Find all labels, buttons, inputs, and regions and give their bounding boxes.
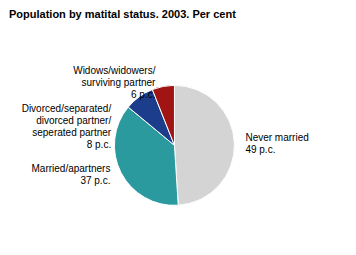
svg-text:37 p.c.: 37 p.c. [80, 175, 110, 186]
svg-text:49 p.c.: 49 p.c. [245, 144, 275, 155]
svg-text:6 p.c.: 6 p.c. [131, 89, 155, 100]
svg-text:Widows/widowers/: Widows/widowers/ [73, 65, 155, 76]
svg-text:Divorced/separated/: Divorced/separated/ [22, 103, 112, 114]
svg-text:Married/apartners: Married/apartners [31, 163, 110, 174]
svg-text:Population by matital status.: Population by matital status. 2003. Per … [9, 8, 236, 20]
svg-text:8 p.c.: 8 p.c. [87, 139, 111, 150]
svg-text:surviving partner: surviving partner [82, 77, 157, 88]
svg-text:Never married: Never married [245, 132, 308, 143]
svg-text:divorced partner/: divorced partner/ [36, 115, 111, 126]
svg-text:seperated partner: seperated partner [32, 127, 112, 138]
